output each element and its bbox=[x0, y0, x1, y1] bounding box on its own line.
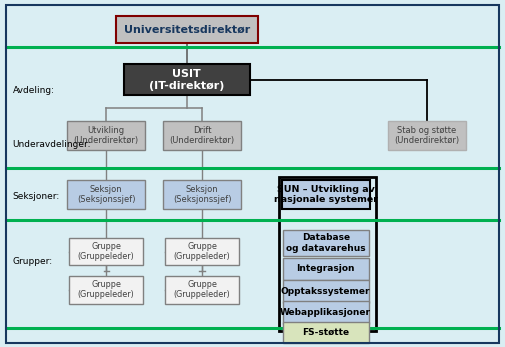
Text: Grupper:: Grupper: bbox=[13, 257, 53, 266]
Text: Gruppe
(Gruppeleder): Gruppe (Gruppeleder) bbox=[78, 280, 134, 299]
Text: Webapplikasjoner: Webapplikasjoner bbox=[280, 308, 371, 317]
Text: Gruppe
(Gruppeleder): Gruppe (Gruppeleder) bbox=[78, 242, 134, 261]
Text: Integrasjon: Integrasjon bbox=[296, 264, 355, 273]
FancyBboxPatch shape bbox=[283, 280, 369, 303]
FancyBboxPatch shape bbox=[283, 257, 369, 280]
Text: Seksjoner:: Seksjoner: bbox=[13, 192, 60, 201]
Text: USIT
(IT-direktør): USIT (IT-direktør) bbox=[149, 69, 225, 91]
FancyBboxPatch shape bbox=[70, 276, 142, 304]
Text: Gruppe
(Gruppeleder): Gruppe (Gruppeleder) bbox=[174, 242, 230, 261]
FancyBboxPatch shape bbox=[163, 180, 241, 209]
Text: Stab og støtte
(Underdirektør): Stab og støtte (Underdirektør) bbox=[394, 126, 459, 145]
Text: Gruppe
(Gruppeleder): Gruppe (Gruppeleder) bbox=[174, 280, 230, 299]
Text: FS-støtte: FS-støtte bbox=[302, 328, 349, 337]
FancyBboxPatch shape bbox=[116, 17, 258, 43]
FancyBboxPatch shape bbox=[283, 301, 369, 323]
Text: Universitetsdirektør: Universitetsdirektør bbox=[124, 25, 250, 34]
FancyBboxPatch shape bbox=[166, 276, 239, 304]
Text: Underavdelinger:: Underavdelinger: bbox=[13, 139, 91, 149]
Text: Seksjon
(Seksjonssjef): Seksjon (Seksjonssjef) bbox=[173, 185, 231, 204]
FancyBboxPatch shape bbox=[70, 238, 142, 265]
FancyBboxPatch shape bbox=[67, 180, 145, 209]
Text: Seksjon
(Seksjonssjef): Seksjon (Seksjonssjef) bbox=[77, 185, 135, 204]
FancyBboxPatch shape bbox=[166, 238, 239, 265]
FancyBboxPatch shape bbox=[283, 230, 369, 256]
Text: SUN – Utvikling av
nasjonale systemer: SUN – Utvikling av nasjonale systemer bbox=[274, 185, 378, 204]
Text: Opptakssystemer: Opptakssystemer bbox=[281, 287, 371, 296]
Text: Avdeling:: Avdeling: bbox=[13, 86, 55, 95]
FancyBboxPatch shape bbox=[67, 121, 145, 150]
Text: Utvikling
(Underdirektør): Utvikling (Underdirektør) bbox=[74, 126, 138, 145]
FancyBboxPatch shape bbox=[282, 180, 370, 209]
FancyBboxPatch shape bbox=[388, 121, 466, 150]
FancyBboxPatch shape bbox=[124, 64, 250, 95]
Bar bbox=[279, 177, 376, 331]
Text: Database
og datavarehus: Database og datavarehus bbox=[286, 233, 366, 253]
FancyBboxPatch shape bbox=[283, 322, 369, 343]
FancyBboxPatch shape bbox=[163, 121, 241, 150]
Text: Drift
(Underdirektør): Drift (Underdirektør) bbox=[170, 126, 234, 145]
